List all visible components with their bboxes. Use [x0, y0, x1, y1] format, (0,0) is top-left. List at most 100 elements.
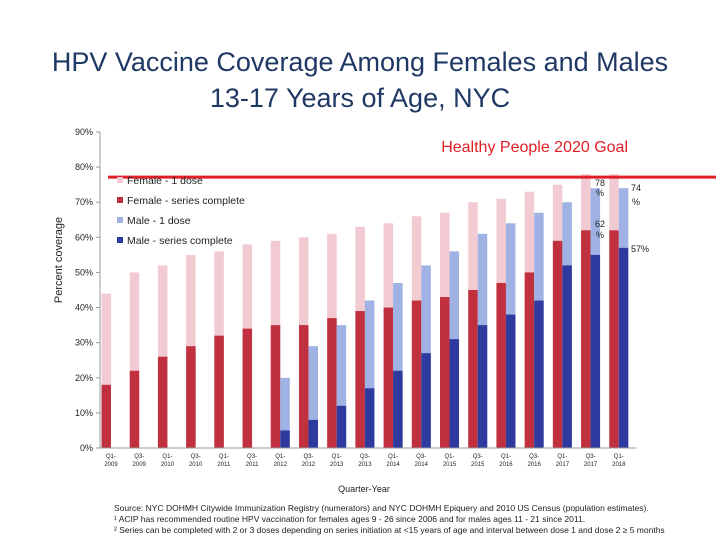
- x-tick-label: 2014: [415, 462, 429, 468]
- bar-female-series-complete: [468, 290, 478, 448]
- bar-male-series-complete: [477, 325, 488, 448]
- axes: 0% 10% 20% 30% 40% 50% 60% 70% 80% 90% Q1- 2009 Q3- 2…: [75, 127, 636, 468]
- bar-male-series-complete: [562, 265, 572, 448]
- bar-male-1-dose: [364, 300, 375, 448]
- footnote-1: ¹ ACIP has recommended routine HPV vacci…: [114, 514, 586, 524]
- x-tick-label: Q3-: [586, 454, 596, 460]
- x-tick-label: 2016: [499, 462, 513, 468]
- x-tick-label: 2009: [133, 462, 147, 468]
- bar-female-series-complete: [214, 335, 224, 448]
- x-tick-label: Q1-: [219, 454, 229, 460]
- x-tick-label: Q1-: [557, 454, 567, 460]
- x-tick-label: 2013: [358, 462, 372, 468]
- legend-swatch: [117, 217, 123, 223]
- bar-male-series-complete: [534, 300, 544, 448]
- bar-male-1-dose: [336, 325, 347, 448]
- data-label: %: [596, 230, 604, 240]
- x-tick-label: Q3-: [191, 454, 201, 460]
- bar-female-series-complete: [496, 282, 506, 448]
- bar-male-series-complete: [308, 419, 318, 448]
- legend-swatch: [117, 197, 123, 203]
- footnote-2: ² Series can be completed with 2 or 3 do…: [114, 525, 665, 535]
- x-tick-label: Q3-: [416, 454, 426, 460]
- x-tick-label: 2012: [302, 462, 316, 468]
- bar-female-series-complete: [157, 356, 168, 448]
- legend-label: Female - series complete: [127, 195, 245, 207]
- legend: Female - 1 dose Female - series complete M…: [117, 175, 245, 247]
- bar-male-series-complete: [280, 430, 290, 448]
- footnote-source: Source: NYC DOHMH Citywide Immunization …: [114, 503, 649, 513]
- data-label: 57%: [631, 244, 649, 254]
- bar-female-series-complete: [327, 318, 337, 448]
- y-tick-label: 10%: [75, 408, 93, 418]
- goal-label: Healthy People 2020 Goal: [441, 139, 628, 156]
- bar-male-series-complete: [421, 353, 431, 448]
- x-tick-label: 2010: [189, 462, 203, 468]
- bar-female-series-complete: [440, 297, 450, 448]
- x-tick-label: 2016: [527, 462, 541, 468]
- x-tick-label: 2012: [274, 462, 288, 468]
- bar-female-series-complete: [609, 230, 619, 448]
- bar-male-1-dose: [280, 377, 290, 448]
- data-label: 74: [631, 183, 641, 193]
- bar-female-series-complete: [129, 370, 140, 448]
- y-tick-label: 0%: [80, 443, 93, 453]
- bar-female-series-complete: [524, 272, 535, 448]
- x-tick-label: 2015: [443, 462, 457, 468]
- bars: [101, 174, 629, 448]
- bar-male-series-complete: [393, 370, 403, 448]
- x-tick-label: 2013: [330, 462, 344, 468]
- legend-label: Female - 1 dose: [127, 175, 203, 187]
- bar-female-series-complete: [298, 325, 309, 448]
- bar-female-series-complete: [355, 311, 365, 448]
- bar-female-series-complete: [383, 307, 394, 448]
- x-tick-label: Q3-: [473, 454, 483, 460]
- bar-female-series-complete: [270, 325, 281, 448]
- bar-female-series-complete: [411, 300, 422, 448]
- bar-male-1-dose: [393, 282, 403, 448]
- y-tick-label: 90%: [75, 127, 93, 137]
- bar-female-series-complete: [552, 240, 563, 448]
- legend-label: Male - series complete: [127, 235, 233, 247]
- legend-swatch: [117, 237, 123, 243]
- x-tick-label: Q1-: [332, 454, 342, 460]
- bar-female-series-complete: [101, 384, 111, 448]
- x-tick-label: 2010: [161, 462, 175, 468]
- x-tick-label: Q1-: [445, 454, 455, 460]
- x-tick-label: Q1-: [275, 454, 285, 460]
- x-tick-label: 2015: [471, 462, 485, 468]
- x-tick-label: Q1-: [162, 454, 172, 460]
- y-axis-title: Percent coverage: [53, 217, 65, 303]
- x-axis-title: Quarter-Year: [338, 484, 390, 494]
- x-tick-label: 2009: [104, 462, 118, 468]
- data-labels: 78% 74%62%57%: [595, 178, 649, 254]
- bar-male-series-complete: [364, 388, 375, 448]
- x-tick-label: Q3-: [529, 454, 539, 460]
- x-tick-label: 2017: [556, 462, 570, 468]
- bar-female-series-complete: [242, 328, 253, 448]
- y-tick-label: 20%: [75, 373, 93, 383]
- bar-female-1-dose: [129, 272, 140, 448]
- x-tick-label: 2014: [386, 462, 400, 468]
- y-tick-label: 80%: [75, 162, 93, 172]
- x-tick-label: Q1-: [501, 454, 511, 460]
- x-tick-label: Q3-: [247, 454, 257, 460]
- y-tick-label: 30%: [75, 338, 93, 348]
- x-tick-label: 2011: [246, 462, 260, 468]
- x-tick-label: Q3-: [303, 454, 313, 460]
- y-tick-label: 50%: [75, 267, 93, 277]
- bar-male-series-complete: [505, 314, 516, 448]
- x-tick-label: 2018: [612, 462, 626, 468]
- x-tick-label: 2011: [217, 462, 231, 468]
- x-tick-label: Q1-: [388, 454, 398, 460]
- data-label: 78: [595, 178, 605, 188]
- page-title: HPV Vaccine Coverage Among Females and M…: [51, 47, 669, 113]
- bar-male-series-complete: [618, 247, 629, 448]
- bar-female-1-dose: [101, 293, 111, 448]
- bar-female-series-complete: [581, 230, 591, 448]
- y-tick-label: 70%: [75, 197, 93, 207]
- legend-swatch: [117, 177, 123, 183]
- x-tick-label: Q1-: [614, 454, 624, 460]
- bar-male-series-complete: [336, 405, 347, 448]
- data-label: %: [596, 188, 604, 198]
